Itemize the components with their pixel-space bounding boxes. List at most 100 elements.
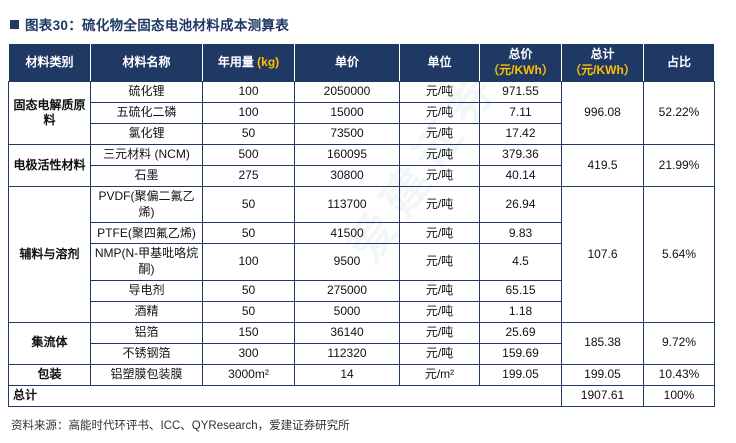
col-header-total-price: 总价（元/KWh） (479, 42, 562, 83)
unit-price-cell: 5000 (294, 300, 400, 323)
annual-usage-cell: 300 (202, 342, 295, 365)
table-row: 辅料与溶剂 PVDF(聚偏二氟乙烯) 50 113700 元/吨 26.94 107.6 5.… (8, 186, 715, 323)
total-price-cell: 25.69 (479, 321, 562, 344)
total-price-cell: 1.18 (479, 300, 562, 323)
subtotal-cell: 419.5 (561, 144, 644, 188)
unit-price-cell: 73500 (294, 123, 400, 146)
category-cell: 包装 (8, 363, 91, 386)
total-price-cell: 159.69 (479, 342, 562, 365)
unit-cell: 元/吨 (399, 222, 480, 245)
material-name-cell: 不锈钢箔 (90, 342, 203, 365)
grand-total-label-cell: 总计 (8, 384, 562, 407)
table-row: PTFE(聚四氟乙烯) 50 41500 元/吨 9.83 (9, 222, 715, 245)
unit-price-cell: 275000 (294, 279, 400, 302)
unit-price-cell: 113700 (294, 186, 400, 224)
header-label: 总价 (508, 47, 533, 61)
total-price-cell: 971.55 (479, 81, 562, 104)
material-name-cell: 氯化锂 (90, 123, 203, 146)
unit-price-cell: 15000 (294, 102, 400, 125)
annual-usage-cell: 50 (202, 123, 295, 146)
table-row: 五硫化二磷 100 15000 元/吨 7.11 (9, 102, 715, 125)
annual-usage-cell: 150 (202, 321, 295, 344)
unit-price-cell: 160095 (294, 144, 400, 167)
annual-usage-cell: 100 (202, 243, 295, 281)
header-label: 占比 (666, 54, 691, 69)
header-unit: （元/KWh） (569, 62, 636, 77)
share-cell: 21.99% (643, 144, 715, 188)
annual-usage-cell: 50 (202, 300, 295, 323)
unit-price-cell: 36140 (294, 321, 400, 344)
share-cell: 5.64% (643, 186, 715, 323)
col-header-material-name: 材料名称 (90, 42, 203, 83)
unit-price-cell: 2050000 (294, 81, 400, 104)
figure-title-row: 图表30：硫化物全固态电池材料成本测算表 (10, 14, 714, 34)
category-cell: 集流体 (8, 321, 91, 365)
unit-cell: 元/吨 (399, 243, 480, 281)
material-name-cell: 导电剂 (90, 279, 203, 302)
header-label: 单价 (334, 54, 359, 69)
material-name-cell: NMP(N-甲基吡咯烷酮) (90, 243, 203, 281)
header-unit: (kg) (257, 54, 280, 69)
header-label: 单位 (427, 54, 452, 69)
material-name-cell: 酒精 (90, 300, 203, 323)
unit-cell: 元/m² (399, 363, 480, 386)
unit-cell: 元/吨 (399, 300, 480, 323)
header-row: 材料类别 材料名称 年用量 (kg) 单价 单位 总价（元/KWh） (8, 42, 715, 83)
table-row: 石墨 275 30800 元/吨 40.14 (9, 165, 715, 188)
material-name-cell: 五硫化二磷 (90, 102, 203, 125)
unit-cell: 元/吨 (399, 102, 480, 125)
material-name-cell: 铝箔 (90, 321, 203, 344)
table-row: 集流体 铝箔 150 36140 元/吨 25.69 185.38 9.72% (8, 321, 715, 365)
unit-price-cell: 41500 (294, 222, 400, 245)
unit-cell: 元/吨 (399, 81, 480, 104)
table-row: 包装 铝塑膜包装膜 3000m² 14 元/m² 199.05 199.05 10.43% (8, 363, 715, 386)
unit-cell: 元/吨 (399, 279, 480, 302)
col-header-material-category: 材料类别 (8, 42, 91, 83)
header-unit: （元/KWh） (487, 62, 554, 77)
report-figure-page: 爱建证券 图表30：硫化物全固态电池材料成本测算表 材料类别 材料名称 年用量 … (8, 14, 715, 432)
subtotal-cell: 185.38 (561, 321, 644, 365)
unit-price-cell: 9500 (294, 243, 400, 281)
material-name-cell: 三元材料 (NCM) (90, 144, 203, 167)
header-label: 总计 (590, 47, 615, 61)
subtotal-cell: 199.05 (561, 363, 644, 386)
figure-title: 图表30：硫化物全固态电池材料成本测算表 (25, 18, 290, 33)
unit-cell: 元/吨 (399, 144, 480, 167)
annual-usage-cell: 50 (202, 222, 295, 245)
unit-price-cell: 30800 (294, 165, 400, 188)
unit-cell: 元/吨 (399, 321, 480, 344)
total-price-cell: 4.5 (479, 243, 562, 281)
unit-price-cell: 112320 (294, 342, 400, 365)
total-price-cell: 40.14 (479, 165, 562, 188)
grand-total-row: 总计 1907.61 100% (8, 384, 715, 407)
material-name-cell: PVDF(聚偏二氟乙烯) (90, 186, 203, 224)
col-header-subtotal: 总计（元/KWh） (561, 42, 644, 83)
header-label: 年用量 (217, 54, 258, 69)
title-bullet-square (10, 19, 19, 29)
grand-total-share-cell: 100% (643, 384, 715, 407)
table-row: 电极活性材料 三元材料 (NCM) 500 160095 元/吨 379.36 419.5 2… (8, 144, 715, 188)
total-price-cell: 9.83 (479, 222, 562, 245)
material-name-cell: PTFE(聚四氟乙烯) (90, 222, 203, 245)
col-header-unit-price: 单价 (294, 42, 400, 83)
table-row: NMP(N-甲基吡咯烷酮) 100 9500 元/吨 4.5 (9, 243, 715, 281)
table-row: 酒精 50 5000 元/吨 1.18 (9, 300, 715, 323)
share-cell: 9.72% (643, 321, 715, 365)
annual-usage-cell: 500 (202, 144, 295, 167)
category-cell: 电极活性材料 (8, 144, 91, 188)
source-note: 资料来源：高能时代环评书、ICC、QYResearch，爱建证券研究所 (11, 419, 350, 432)
share-cell: 10.43% (643, 363, 715, 386)
cost-table: 材料类别 材料名称 年用量 (kg) 单价 单位 总价（元/KWh） (8, 42, 715, 407)
unit-cell: 元/吨 (399, 186, 480, 224)
annual-usage-cell: 100 (202, 81, 295, 104)
header-label: 材料类别 (25, 54, 74, 69)
material-name-cell: 石墨 (90, 165, 203, 188)
total-price-cell: 379.36 (479, 144, 562, 167)
subtotal-cell: 107.6 (561, 186, 644, 323)
total-price-cell: 17.42 (479, 123, 562, 146)
col-header-unit: 单位 (399, 42, 480, 83)
grand-total-value-cell: 1907.61 (561, 384, 644, 407)
header-label: 材料名称 (122, 54, 171, 69)
unit-cell: 元/吨 (399, 342, 480, 365)
table-body: 固态电解质原料 硫化锂 100 2050000 元/吨 971.55 996.08 52.22… (8, 81, 715, 407)
